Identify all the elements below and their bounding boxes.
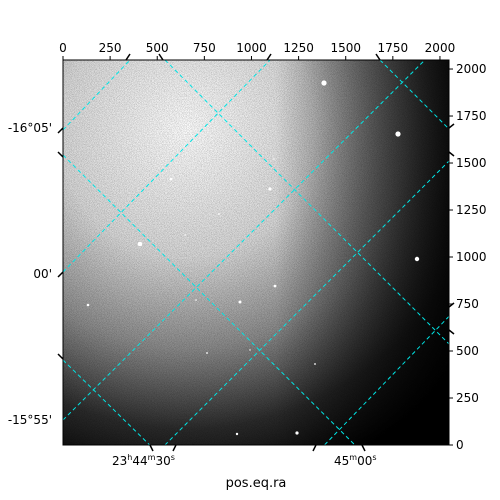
world-tick — [448, 302, 455, 308]
world-tick — [125, 53, 131, 61]
grid-line — [63, 60, 271, 273]
grid-line — [63, 60, 131, 131]
world-tick — [448, 151, 455, 157]
plot-frame — [62, 59, 450, 446]
grid-line — [379, 60, 449, 130]
right-tick-label: 750 — [456, 297, 479, 311]
grid-line — [63, 60, 426, 421]
top-tick-label: 2000 — [425, 41, 456, 55]
star — [137, 241, 143, 247]
top-tick-label: 1000 — [236, 41, 267, 55]
world-tick — [312, 444, 317, 452]
star — [268, 187, 272, 191]
star — [249, 349, 251, 351]
world-tick — [361, 444, 366, 452]
ra-tick-label-2: 45m00s — [334, 453, 377, 468]
right-tick-label: 500 — [456, 344, 479, 358]
world-tick — [57, 127, 64, 134]
ra-tick-label-1: 23h44m30s — [112, 453, 175, 468]
world-tick — [57, 271, 64, 278]
star — [238, 300, 242, 304]
world-tick — [172, 444, 177, 452]
sky-image — [63, 60, 449, 445]
star — [86, 303, 90, 307]
dec-tick-label-3: -15°55' — [8, 413, 52, 427]
top-tick-label: 1750 — [378, 41, 409, 55]
stars-layer — [86, 80, 420, 436]
coordinate-grid — [63, 60, 449, 445]
grid-line — [63, 359, 151, 445]
world-tick — [149, 444, 154, 452]
world-tick — [158, 53, 164, 61]
x-axis-label: pos.eq.ra — [226, 476, 287, 491]
star — [273, 158, 275, 160]
star — [184, 234, 186, 236]
right-tick-label: 1500 — [456, 156, 487, 170]
top-tick-label: 500 — [146, 41, 169, 55]
star — [321, 80, 327, 86]
star — [414, 256, 420, 262]
dec-tick-label-2: 00' — [33, 267, 52, 281]
right-tick-label: 1750 — [456, 109, 487, 123]
right-tick-label: 250 — [456, 391, 479, 405]
star — [206, 352, 208, 354]
top-tick-label: 1500 — [330, 41, 361, 55]
star — [169, 177, 173, 181]
dec-tick-label-1: -16°05' — [8, 121, 52, 135]
right-pixel-axis: 0 250 500 750 1000 1250 1500 1750 2000 — [449, 62, 487, 452]
top-tick-label: 250 — [99, 41, 122, 55]
world-tick — [57, 353, 64, 360]
top-pixel-axis: 0 250 500 750 1000 1250 1500 1750 2000 — [59, 41, 455, 60]
right-tick-label: 0 — [456, 438, 464, 452]
right-tick-label: 2000 — [456, 62, 487, 76]
top-tick-label: 1250 — [283, 41, 314, 55]
world-tick — [375, 53, 381, 61]
grid-line — [323, 315, 449, 445]
world-tick — [57, 151, 64, 158]
world-axis-ticks — [57, 53, 455, 452]
star — [314, 363, 316, 365]
star — [395, 131, 401, 137]
grid-line — [63, 154, 356, 445]
grid-line — [164, 160, 449, 445]
top-tick-label: 0 — [59, 41, 67, 55]
right-tick-label: 1000 — [456, 250, 487, 264]
star — [273, 284, 277, 288]
top-tick-label: 750 — [193, 41, 216, 55]
world-tick — [448, 123, 455, 129]
star — [295, 431, 299, 435]
star — [195, 299, 197, 301]
right-tick-label: 1250 — [456, 203, 487, 217]
star — [218, 213, 220, 215]
star — [235, 432, 239, 436]
world-tick — [448, 329, 455, 335]
world-tick — [266, 53, 272, 61]
